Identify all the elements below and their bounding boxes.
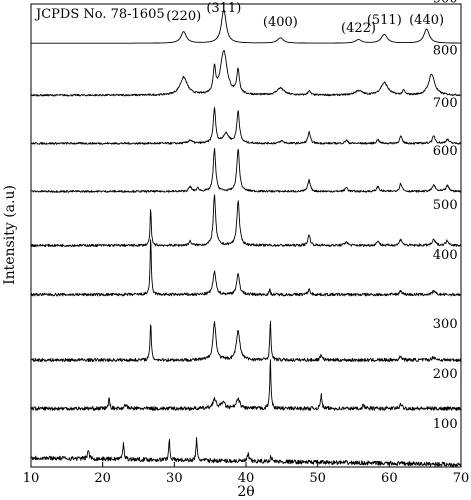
peak-label-220: (220) [166,9,201,24]
peak-label-311: (311) [206,1,241,16]
y-axis-title: Intensity (a.u) [2,185,18,285]
temperature-labels: 900 800 700 600 500 400 300 200 100 [433,0,458,432]
temperature-label-700: 700 [433,96,458,111]
temperature-label-600: 600 [433,144,458,159]
temperature-label-300: 300 [433,317,458,332]
x-axis-title: 2θ [237,484,254,500]
x-tick-label-30: 30 [166,471,183,486]
x-tick-label-10: 10 [23,471,40,486]
peak-label-511: (511) [367,13,402,28]
x-tick-label-50: 50 [309,471,326,486]
peak-label-400: (400) [263,15,298,30]
x-tick-label-60: 60 [381,471,398,486]
x-axis-ticks: 10 20 30 40 50 60 70 [23,462,470,486]
xrd-trace-500 [30,194,462,248]
temperature-label-100: 100 [433,417,458,432]
peak-label-422: (422) [341,21,376,36]
x-tick-label-20: 20 [94,471,111,486]
temperature-label-900: 900 [433,0,458,7]
xrd-trace-400 [30,239,462,297]
temperature-label-500: 500 [433,198,458,213]
reference-annotation: JCPDS No. 78-1605 [34,7,165,22]
xrd-trace-600 [30,147,462,193]
plot-frame [30,3,462,468]
xrd-trace-700 [30,107,462,145]
peak-labels: (220) (311) (400) (422)(511) (440) [166,1,444,36]
peak-label-440: (440) [409,13,444,28]
temperature-label-400: 400 [433,248,458,263]
xrd-trace-300 [30,320,462,363]
temperature-label-800: 800 [433,44,458,59]
xrd-trace-900 [30,9,462,44]
xrd-traces [30,9,462,467]
xrd-trace-800 [30,50,462,97]
x-tick-label-40: 40 [238,471,255,486]
temperature-label-200: 200 [433,367,458,382]
x-tick-label-70: 70 [453,471,470,486]
xrd-trace-200 [30,359,462,411]
